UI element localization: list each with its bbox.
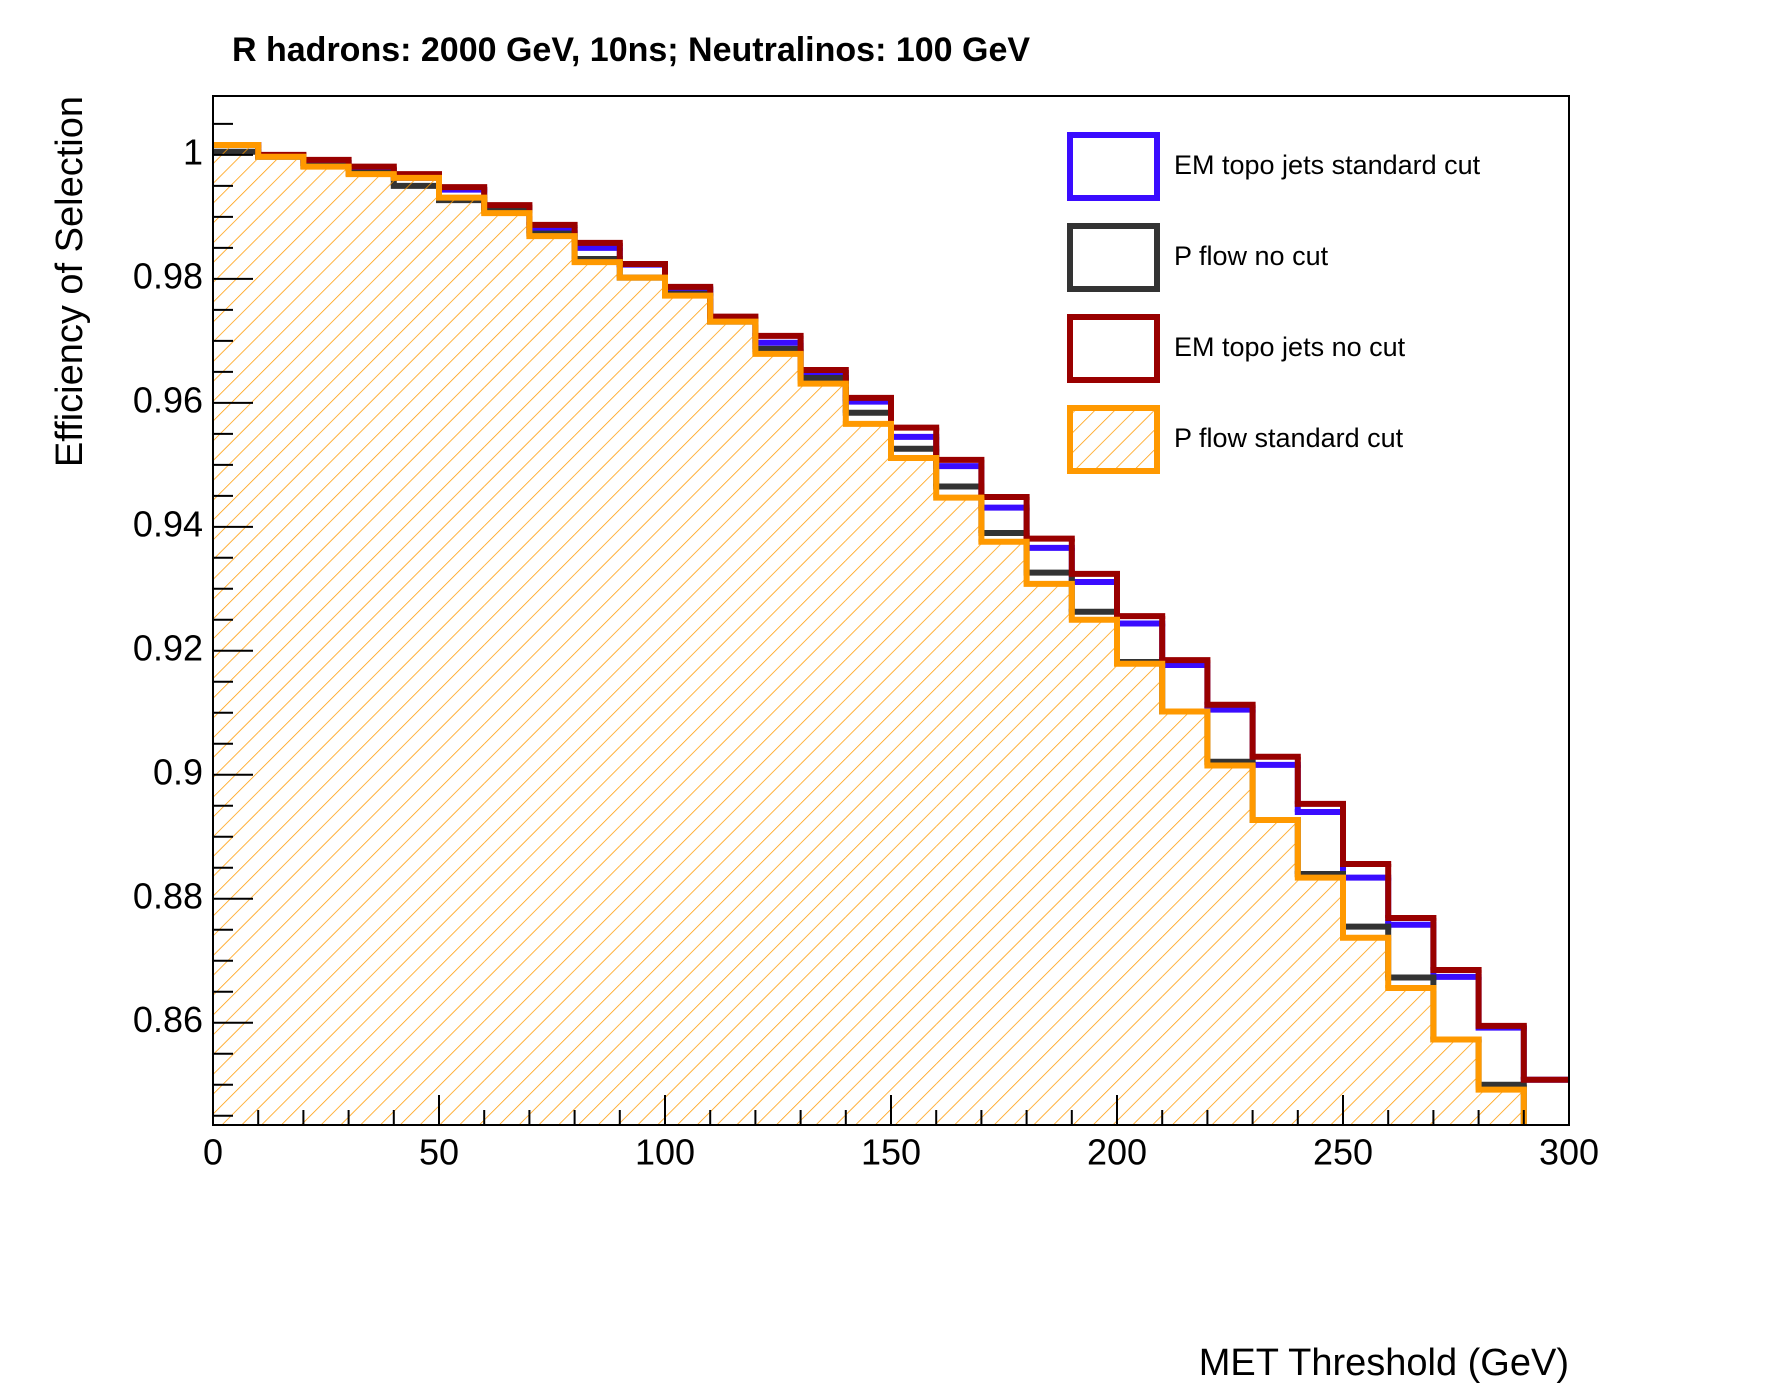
x-tick-label: 300	[1539, 1132, 1599, 1173]
y-tick-label: 0.92	[133, 627, 203, 668]
legend-label: EM topo jets standard cut	[1174, 150, 1481, 180]
x-tick-label: 0	[203, 1132, 223, 1173]
legend-swatch	[1067, 132, 1160, 201]
hatched-bar	[1117, 663, 1163, 1125]
y-tick-label: 0.98	[133, 255, 203, 296]
hatched-bar	[1478, 1089, 1524, 1125]
hatched-bar	[1162, 711, 1208, 1125]
y-tick-label: 0.9	[153, 751, 203, 792]
hatched-bar	[439, 197, 485, 1125]
axes: 0 50 100 150 200 250 300 0.86 0.88 0.9 0.92 0.94 0.9…	[133, 122, 1599, 1173]
hatched-bar	[574, 262, 620, 1125]
plot-area	[213, 141, 1569, 1125]
x-tick-label: 250	[1313, 1132, 1373, 1173]
hatched-bar	[936, 497, 982, 1125]
hatched-bar	[529, 236, 575, 1125]
y-tick-label: 0.94	[133, 503, 203, 544]
hatched-bar	[1071, 619, 1117, 1125]
y-tick-label: 0.86	[133, 999, 203, 1040]
series	[213, 141, 1527, 1125]
hatched-bar	[1207, 765, 1253, 1125]
legend: EM topo jets standard cut P flow no cut EM…	[1067, 132, 1481, 474]
legend-label: P flow standard cut	[1174, 423, 1404, 453]
y-tick-label: 0.96	[133, 379, 203, 420]
hatched-bar	[1388, 988, 1434, 1125]
x-tick-label: 150	[861, 1132, 921, 1173]
hatched-bar	[1433, 1039, 1479, 1125]
hatched-bar	[258, 156, 304, 1125]
hatched-bar	[710, 321, 756, 1125]
hatched-bar	[1252, 820, 1298, 1125]
x-axis-title: MET Threshold (GeV)	[1199, 1342, 1569, 1383]
legend-label: P flow no cut	[1174, 241, 1329, 271]
hatched-bar	[845, 423, 891, 1125]
y-tick-label: 0.88	[133, 875, 203, 916]
legend-swatch	[1067, 223, 1160, 292]
hatched-bar	[891, 458, 937, 1125]
x-tick-label: 50	[419, 1132, 459, 1173]
hatched-bar	[303, 166, 349, 1125]
legend-swatch	[1067, 314, 1160, 383]
hatched-bar	[619, 277, 665, 1125]
legend-label: EM topo jets no cut	[1174, 332, 1406, 362]
hatched-bar	[981, 541, 1027, 1125]
y-axis-title: Efficiency of Selection	[49, 96, 91, 467]
x-tick-label: 200	[1087, 1132, 1147, 1173]
x-tick-label: 100	[635, 1132, 695, 1173]
legend-swatch	[1067, 405, 1160, 474]
hatched-bar	[348, 174, 394, 1125]
hatched-bar	[393, 177, 439, 1125]
hatched-bar	[213, 144, 259, 1125]
hatched-bar	[484, 213, 530, 1125]
hatched-bar	[1297, 877, 1343, 1125]
hatched-bar	[755, 353, 801, 1125]
hatched-bar	[665, 295, 711, 1125]
hatched-bar	[1343, 937, 1389, 1125]
chart-title: R hadrons: 2000 GeV, 10ns; Neutralinos: …	[232, 31, 1030, 69]
y-tick-label: 1	[183, 131, 203, 172]
hatched-bar	[1026, 583, 1072, 1125]
hatched-bar	[800, 383, 846, 1125]
